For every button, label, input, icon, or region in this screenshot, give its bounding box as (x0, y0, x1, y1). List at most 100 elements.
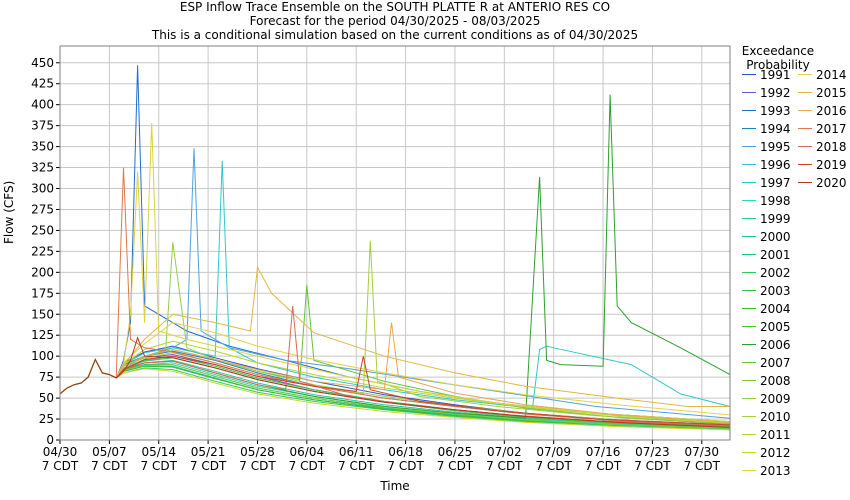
legend-swatch (798, 146, 812, 147)
x-tick-label: 05/28 (240, 445, 275, 459)
legend-swatch (742, 380, 756, 381)
x-tick-label: 06/04 (290, 445, 325, 459)
legend-item-2006: 2006 (742, 336, 791, 354)
legend-item-2019: 2019 (798, 156, 847, 174)
x-tick-sublabel: 7 CDT (634, 459, 671, 473)
legend-swatch (742, 236, 756, 237)
series-line-2020 (116, 336, 731, 428)
legend-swatch (798, 92, 812, 93)
legend-item-2014: 2014 (798, 66, 847, 84)
legend-item-2008: 2008 (742, 372, 791, 390)
x-tick-label: 07/09 (536, 445, 571, 459)
legend-title-line-2: Probability (746, 58, 810, 72)
legend-swatch (742, 74, 756, 75)
legend-item-1999: 1999 (742, 210, 791, 228)
legend-swatch (798, 128, 812, 129)
legend-item-2011: 2011 (742, 426, 791, 444)
legend-label: 2005 (760, 320, 791, 334)
legend-item-2012: 2012 (742, 444, 791, 462)
legend-label: 1994 (760, 122, 791, 136)
legend-label: 1999 (760, 212, 791, 226)
legend-label: 2019 (816, 158, 847, 172)
legend-item-2002: 2002 (742, 264, 791, 282)
legend-swatch (742, 362, 756, 363)
x-tick-sublabel: 7 CDT (486, 459, 523, 473)
legend-swatch (742, 398, 756, 399)
legend-swatch (742, 344, 756, 345)
legend-swatch (742, 326, 756, 327)
legend-item-1997: 1997 (742, 174, 791, 192)
series-line-2002 (116, 367, 731, 430)
legend-swatch (742, 416, 756, 417)
y-tick-label: 150 (31, 307, 54, 321)
y-tick-label: 50 (39, 391, 54, 405)
legend-label: 1992 (760, 86, 791, 100)
legend-item-2005: 2005 (742, 318, 791, 336)
x-tick-sublabel: 7 CDT (42, 459, 79, 473)
y-tick-label: 0 (46, 433, 54, 447)
y-tick-label: 75 (39, 370, 54, 384)
chart-subtitle-conditions: This is a conditional simulation based o… (151, 28, 639, 42)
legend-swatch (742, 182, 756, 183)
legend-label: 2000 (760, 230, 791, 244)
legend-item-2001: 2001 (742, 246, 791, 264)
legend-label: 2008 (760, 374, 791, 388)
legend-label: 2011 (760, 428, 791, 442)
legend-swatch (742, 128, 756, 129)
legend-swatch (742, 92, 756, 93)
legend-item-2007: 2007 (742, 354, 791, 372)
series-line-1997 (115, 160, 731, 409)
x-tick-label: 07/23 (635, 445, 670, 459)
legend-title-line-1: Exceedance (741, 44, 815, 58)
y-axis-label: Flow (CFS) (2, 180, 16, 244)
y-tick-label: 450 (31, 56, 54, 70)
legend-swatch (742, 254, 756, 255)
series-line-2012 (116, 368, 731, 431)
legend-label: 2002 (760, 266, 791, 280)
legend-label: 2010 (760, 410, 791, 424)
legend-item-2020: 2020 (798, 174, 847, 192)
x-tick-label: 05/07 (92, 445, 127, 459)
legend-item-1994: 1994 (742, 120, 791, 138)
legend-label: 1991 (760, 68, 791, 82)
legend-item-2018: 2018 (798, 138, 847, 156)
legend-item-1995: 1995 (742, 138, 791, 156)
y-tick-label: 275 (31, 202, 54, 216)
y-tick-label: 250 (31, 223, 54, 237)
chart-subtitle-period: Forecast for the period 04/30/2025 - 08/… (249, 14, 541, 28)
series-line-2019 (116, 355, 731, 426)
series-line-2016 (115, 322, 731, 423)
legend-label: 2009 (760, 392, 791, 406)
series-line-2017 (115, 167, 731, 427)
x-tick-label: 06/18 (388, 445, 423, 459)
series-line-2011 (115, 340, 731, 423)
series-line-2004 (116, 365, 731, 429)
legend-swatch (742, 218, 756, 219)
legend-swatch (742, 434, 756, 435)
legend-swatch (742, 308, 756, 309)
legend-label: 2004 (760, 302, 791, 316)
x-tick-sublabel: 7 CDT (535, 459, 572, 473)
legend-swatch (742, 110, 756, 111)
legend: Exceedance Probability 1991 1992 1993 1994 1… (736, 44, 848, 478)
plot-frame (59, 45, 731, 441)
y-tick-label: 375 (31, 119, 54, 133)
legend-item-2004: 2004 (742, 300, 791, 318)
legend-item-2000: 2000 (742, 228, 791, 246)
legend-item-2003: 2003 (742, 282, 791, 300)
legend-label: 2013 (760, 464, 791, 478)
legend-swatch (742, 452, 756, 453)
x-tick-sublabel: 7 CDT (585, 459, 622, 473)
y-tick-label: 175 (31, 286, 54, 300)
y-tick-label: 400 (31, 98, 54, 112)
legend-item-2017: 2017 (798, 120, 847, 138)
legend-label: 1998 (760, 194, 791, 208)
legend-swatch (798, 182, 812, 183)
x-axis-label: Time (380, 479, 410, 493)
x-tick-sublabel: 7 CDT (684, 459, 721, 473)
y-tick-label: 25 (39, 412, 54, 426)
legend-label: 1995 (760, 140, 791, 154)
x-tick-label: 07/16 (586, 445, 621, 459)
x-tick-sublabel: 7 CDT (387, 459, 424, 473)
y-tick-label: 125 (31, 328, 54, 342)
